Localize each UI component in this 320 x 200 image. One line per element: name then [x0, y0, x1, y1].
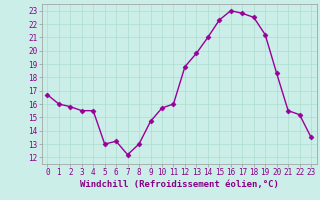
X-axis label: Windchill (Refroidissement éolien,°C): Windchill (Refroidissement éolien,°C) — [80, 180, 279, 189]
